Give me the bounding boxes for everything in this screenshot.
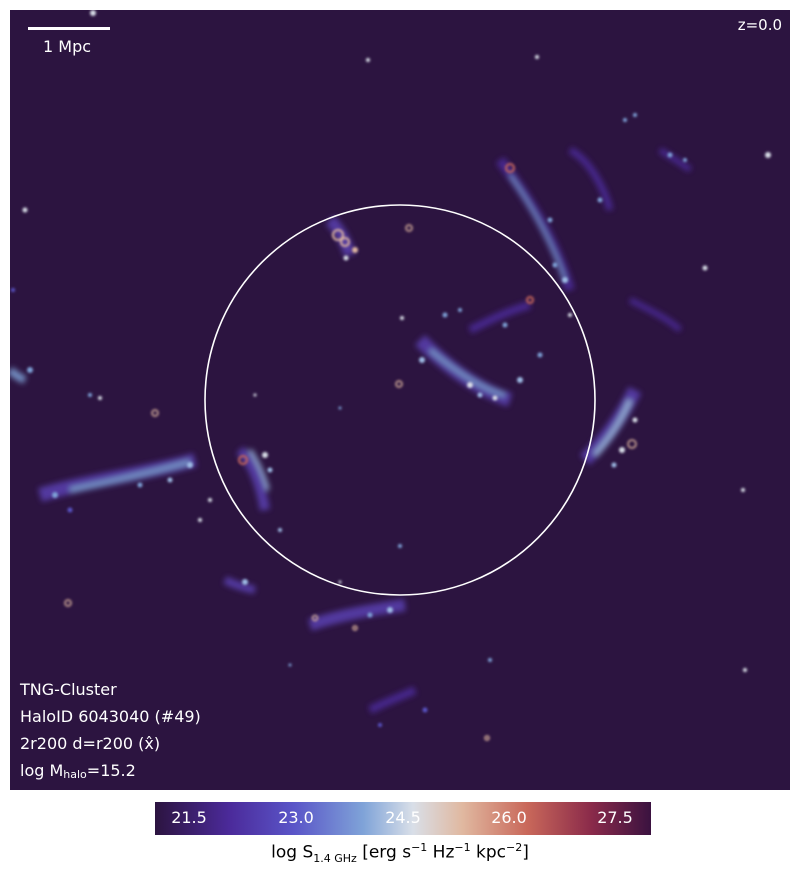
emission-speckles bbox=[11, 10, 771, 741]
cbar-label-part: Hz bbox=[427, 842, 455, 863]
colorbar: 21.5 23.0 24.5 26.0 27.5 bbox=[155, 802, 651, 835]
r200-circle bbox=[204, 204, 596, 596]
redshift-label: z=0.0 bbox=[737, 16, 782, 34]
cbar-label-part: kpc bbox=[470, 842, 507, 863]
colorbar-label: log S1.4 GHz [erg s−1 Hz−1 kpc−2] bbox=[0, 841, 800, 865]
halo-mass: log Mhalo=15.2 bbox=[20, 757, 201, 788]
halo-info: TNG-Cluster HaloID 6043040 (#49) 2r200 d… bbox=[20, 676, 201, 788]
projection-info: 2r200 d=r200 (x̂) bbox=[20, 734, 161, 753]
scale-bar bbox=[28, 27, 110, 30]
colorbar-tick: 27.5 bbox=[597, 808, 633, 827]
cbar-label-exp: −1 bbox=[411, 841, 428, 854]
halo-mass-value: =15.2 bbox=[86, 761, 136, 780]
colorbar-tick: 24.5 bbox=[385, 808, 421, 827]
halo-mass-prefix: log M bbox=[20, 761, 64, 780]
halo-id: HaloID 6043040 (#49) bbox=[20, 707, 201, 726]
cbar-label-sub: 1.4 GHz bbox=[313, 852, 357, 866]
cbar-label-part: ] bbox=[522, 842, 529, 863]
filament-glow bbox=[10, 146, 693, 714]
emission-image bbox=[10, 10, 771, 741]
cbar-label-exp: −1 bbox=[454, 841, 471, 854]
simulation-name: TNG-Cluster bbox=[20, 680, 117, 699]
colorbar-tick: 23.0 bbox=[278, 808, 314, 827]
colorbar-tick: 26.0 bbox=[491, 808, 527, 827]
colorbar-tick: 21.5 bbox=[171, 808, 207, 827]
radio-emission-map: 1 Mpc z=0.0 TNG-Cluster HaloID 6043040 (… bbox=[10, 10, 790, 790]
halo-mass-sub: halo bbox=[63, 768, 87, 781]
scale-bar-label: 1 Mpc bbox=[43, 37, 92, 56]
cbar-label-exp: −2 bbox=[506, 841, 523, 854]
cbar-label-prefix: log S bbox=[271, 842, 314, 863]
cbar-label-part: [erg s bbox=[356, 842, 412, 863]
